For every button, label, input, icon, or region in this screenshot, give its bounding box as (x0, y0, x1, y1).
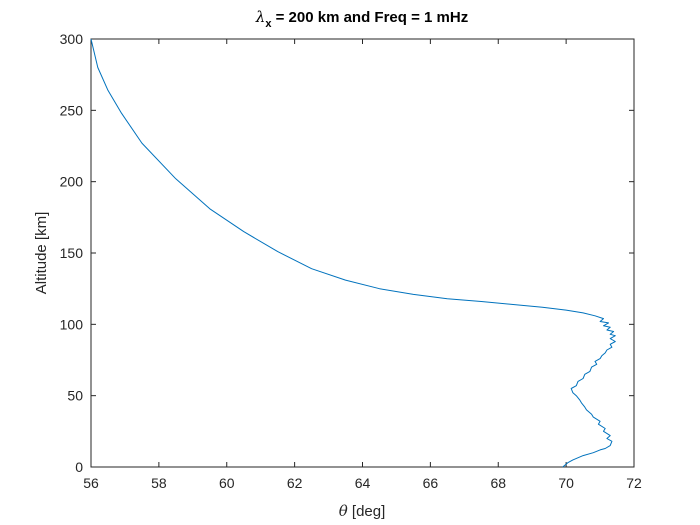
x-axis-label-unit: [deg] (348, 503, 386, 520)
plot-area (90, 38, 635, 468)
x-axis-ticks: 56 58 60 62 64 66 68 70 72 (83, 39, 642, 491)
x-tick-label: 68 (490, 475, 506, 491)
x-axis-label: θ [deg] (339, 502, 386, 520)
y-tick-label: 100 (60, 316, 84, 332)
y-tick-label: 50 (67, 388, 83, 404)
x-tick-label: 64 (355, 475, 371, 491)
x-tick-label: 70 (558, 475, 574, 491)
x-tick-label: 72 (626, 475, 642, 491)
y-axis-ticks: 0 50 100 150 200 250 300 (60, 31, 634, 475)
y-axis-label: Altitude [km] (33, 212, 50, 295)
y-tick-label: 300 (60, 31, 84, 47)
y-tick-label: 150 (60, 245, 84, 261)
y-tick-label: 0 (75, 459, 83, 475)
x-tick-label: 60 (219, 475, 235, 491)
x-tick-label: 62 (287, 475, 303, 491)
title-rest: = 200 km and Freq = 1 mHz (271, 9, 468, 26)
title-lambda: λ (255, 8, 266, 26)
chart-title: λx = 200 km and Freq = 1 mHz (255, 8, 468, 30)
y-tick-label: 250 (60, 102, 84, 118)
title-subscript: x (265, 18, 272, 30)
x-tick-label: 56 (83, 475, 99, 491)
x-axis-label-theta: θ (339, 502, 348, 520)
x-tick-label: 66 (423, 475, 439, 491)
y-tick-label: 200 (60, 174, 84, 190)
series-line (90, 38, 616, 468)
svg-text:λx = 200 km and Freq = 1 mHz: λx = 200 km and Freq = 1 mHz (255, 8, 468, 30)
x-tick-label: 58 (151, 475, 167, 491)
